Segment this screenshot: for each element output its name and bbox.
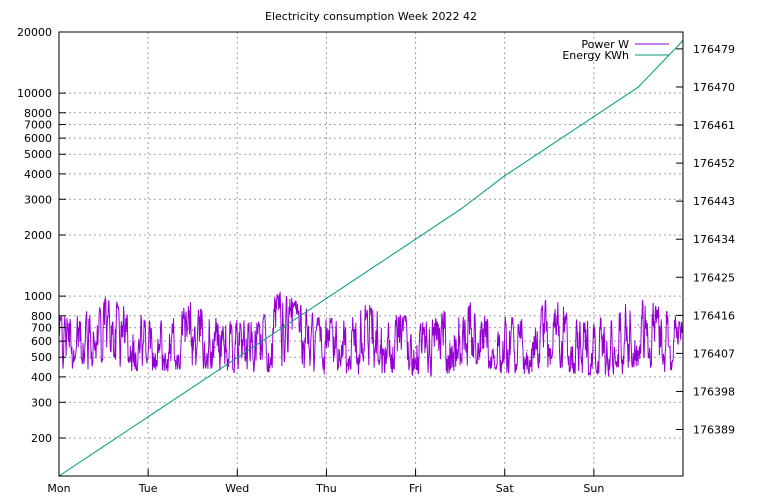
grid [59, 32, 683, 476]
x-tick-label: Fri [409, 482, 422, 495]
y-tick-label: 8000 [24, 107, 52, 120]
y2-tick-label: 176479 [693, 43, 735, 56]
power-point [325, 346, 328, 348]
y2-tick-label: 176407 [693, 347, 735, 360]
power-point [660, 343, 662, 345]
energy-point [370, 268, 372, 270]
x-tick-label: Thu [315, 482, 337, 495]
series-layer [58, 39, 684, 477]
y2-tick-label: 176416 [693, 309, 735, 322]
energy-point [593, 115, 595, 118]
power-point [615, 349, 617, 352]
x-tick-label: Sat [496, 482, 515, 495]
x-tick-label: Sun [583, 482, 604, 495]
power-point [459, 324, 461, 326]
series-power-line [58, 291, 684, 377]
power-point [593, 349, 595, 352]
energy-point [637, 86, 640, 88]
x-tick-label: Wed [225, 482, 249, 495]
power-point [192, 329, 194, 331]
y-tick-label: 800 [31, 310, 52, 323]
power-point [392, 346, 394, 348]
y2-tick-label: 176389 [693, 423, 735, 436]
power-point [637, 324, 640, 326]
series-energy-line [58, 40, 684, 477]
legend-label-energy: Energy KWh [562, 49, 629, 62]
y2-tick-label: 176398 [693, 385, 735, 398]
x-tick-label: Mon [47, 482, 70, 495]
power-point [348, 349, 350, 352]
power-point [147, 346, 149, 348]
plot-frame [58, 31, 684, 477]
power-point [125, 333, 127, 335]
y-tick-label: 300 [31, 396, 52, 409]
y2-tick-label: 176470 [693, 81, 735, 94]
y2-tick-label: 176452 [693, 157, 735, 170]
power-point [414, 346, 417, 348]
x-axis: Mon Tue Wed Thu Fri Sat Sun [47, 469, 604, 495]
y-tick-label: 700 [31, 322, 52, 335]
energy-point [504, 175, 506, 177]
chart-title: Electricity consumption Week 2022 42 [265, 10, 477, 23]
y-tick-label: 7000 [24, 119, 52, 132]
y2-tick-label: 176461 [693, 119, 735, 132]
energy-point [414, 238, 417, 240]
power-point [303, 340, 305, 342]
y-tick-label: 20000 [17, 26, 52, 39]
y2-tick-label: 176443 [693, 195, 735, 208]
y-tick-label: 400 [31, 371, 52, 384]
power-point [570, 346, 573, 348]
y-tick-label: 6000 [24, 132, 52, 145]
y-tick-label: 500 [31, 351, 52, 364]
y-tick-label: 10000 [17, 87, 52, 100]
energy-point [102, 445, 105, 447]
y-tick-label: 600 [31, 335, 52, 348]
y-tick-label: 3000 [24, 193, 52, 206]
energy-point [147, 416, 149, 418]
y2-tick-label: 176434 [693, 233, 735, 246]
power-point [102, 326, 105, 329]
energy-point [236, 357, 238, 359]
y-tick-label: 4000 [24, 168, 52, 181]
power-point [437, 349, 439, 352]
power-point [548, 326, 550, 329]
y2-tick-label: 176425 [693, 271, 735, 284]
y-tick-label: 2000 [24, 229, 52, 242]
legend-label-power: Power W [581, 38, 629, 51]
power-point [504, 346, 506, 348]
power-point [214, 346, 216, 348]
energy-point [192, 386, 194, 388]
y-tick-label: 200 [31, 432, 52, 445]
power-point [80, 346, 82, 348]
right-y-axis: 176389 176398 176407 176416 176425 176434 1764… [676, 43, 735, 436]
y-tick-label: 5000 [24, 148, 52, 161]
power-point [281, 324, 283, 326]
energy-point [459, 209, 461, 211]
power-point [169, 349, 172, 352]
energy-point [325, 297, 328, 299]
y-tick-label: 1000 [24, 290, 52, 303]
energy-point [548, 145, 550, 147]
power-point [526, 349, 528, 352]
legend: Power W Energy KWh [562, 38, 669, 62]
energy-point [281, 327, 283, 329]
power-point [370, 337, 372, 339]
power-point [236, 349, 238, 352]
power-point [258, 353, 261, 355]
power-point [481, 346, 484, 348]
x-tick-label: Tue [138, 482, 158, 495]
